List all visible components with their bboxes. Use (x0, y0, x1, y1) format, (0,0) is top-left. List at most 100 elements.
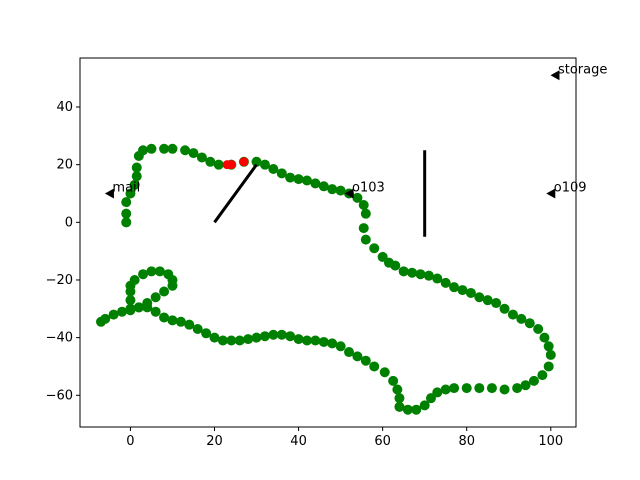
path-point (125, 188, 136, 199)
path-point (360, 208, 371, 219)
path-point (528, 375, 539, 386)
path-point (533, 323, 544, 334)
path-point (108, 309, 119, 320)
path-point (344, 347, 355, 358)
path-point (121, 197, 132, 208)
path-point (486, 383, 497, 394)
path-point (318, 181, 329, 192)
landmark-marker (550, 70, 560, 81)
path-point (121, 208, 132, 219)
path-point (243, 334, 254, 345)
path-point (499, 303, 510, 314)
path-point (251, 156, 262, 167)
path-point (293, 334, 304, 345)
path-point (234, 335, 245, 346)
path-point (440, 277, 451, 288)
path-point (449, 282, 460, 293)
path-point (545, 349, 556, 360)
path-point (327, 338, 338, 349)
x-tick-label: 80 (458, 434, 475, 449)
highlight-point (239, 157, 249, 167)
path-point (131, 171, 142, 182)
path-point (133, 302, 144, 313)
path-point (352, 351, 363, 362)
path-point (121, 217, 132, 228)
path-point (520, 380, 531, 391)
path-point (217, 335, 228, 346)
x-tick-label: 20 (206, 434, 223, 449)
y-tick-label: −20 (46, 273, 73, 288)
path-point (419, 400, 430, 411)
path-point (398, 266, 409, 277)
landmark-label: mail (112, 180, 140, 195)
path-point (205, 156, 216, 167)
path-point (512, 383, 523, 394)
path-point (310, 335, 321, 346)
path-point (301, 335, 312, 346)
path-point (524, 318, 535, 329)
path-point (117, 306, 128, 317)
path-point (159, 143, 170, 154)
path-point (440, 384, 451, 395)
path-point (360, 234, 371, 245)
path-point (159, 312, 170, 323)
y-tick-label: 20 (56, 158, 73, 173)
path-point (129, 179, 140, 190)
path-point (388, 375, 399, 386)
path-point (415, 269, 426, 280)
path-point (449, 383, 460, 394)
path-point (213, 159, 224, 170)
path-point (226, 335, 237, 346)
path-point (167, 315, 178, 326)
landmark-label: o109 (554, 180, 587, 195)
path-point (129, 274, 140, 285)
path-point (537, 370, 548, 381)
y-tick-label: 0 (65, 215, 73, 230)
path-point (423, 270, 434, 281)
path-point (150, 292, 161, 303)
path-point (390, 260, 401, 271)
path-point (268, 329, 279, 340)
path-point (192, 323, 203, 334)
path-point (327, 184, 338, 195)
path-point (125, 305, 136, 316)
path-point (96, 316, 107, 327)
path-point (482, 295, 493, 306)
path-point (150, 306, 161, 317)
path-point (457, 285, 468, 296)
path-point (369, 243, 380, 254)
path-point (474, 383, 485, 394)
path-point (474, 292, 485, 303)
path-point (318, 336, 329, 347)
path-point (184, 319, 195, 330)
path-point (491, 298, 502, 309)
plot-layer: mail o103 o109 storage (96, 62, 607, 415)
landmark-marker (344, 188, 354, 199)
path-point (146, 266, 157, 277)
path-point (432, 273, 443, 284)
path-point (293, 174, 304, 185)
path-point (196, 152, 207, 163)
path-point (138, 145, 149, 156)
axes-frame (79, 57, 577, 428)
path-point (543, 341, 554, 352)
path-point (180, 145, 191, 156)
path-point (167, 143, 178, 154)
path-point (142, 298, 153, 309)
path-point (175, 316, 186, 327)
path-point (377, 251, 388, 262)
path-point (352, 192, 363, 203)
y-tick-label: −60 (46, 388, 73, 403)
path-point (276, 168, 287, 179)
path-point (159, 286, 170, 297)
landmark-marker (104, 188, 114, 199)
path-point (360, 355, 371, 366)
path-point (543, 361, 554, 372)
path-point (358, 223, 369, 234)
path-point (394, 401, 405, 412)
path-point (539, 332, 550, 343)
path-point (461, 383, 472, 394)
highlight-point (226, 160, 236, 170)
path-point (167, 280, 178, 291)
